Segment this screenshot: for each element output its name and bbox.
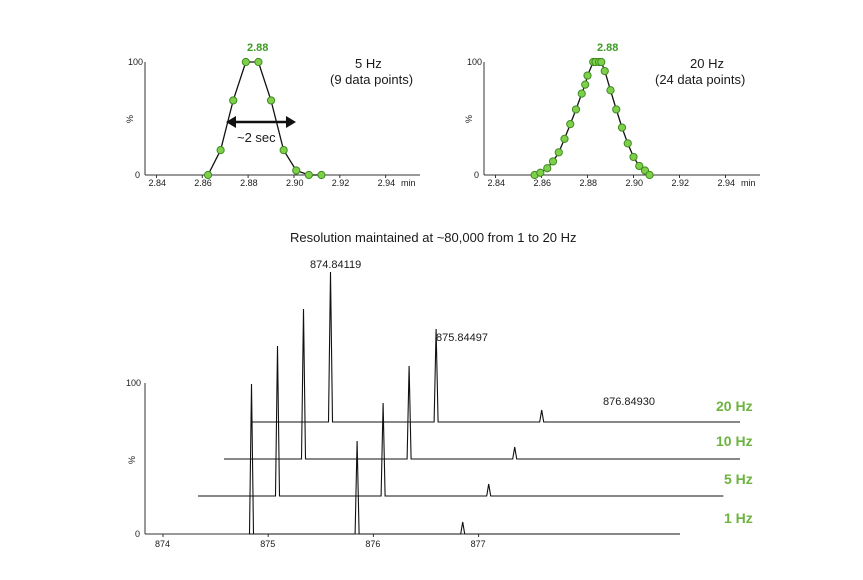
spectrum-trace-group xyxy=(198,271,740,535)
data-points-label: (24 data points) xyxy=(655,72,745,87)
x-tick-label: 2.94 xyxy=(718,178,736,188)
data-point xyxy=(635,161,644,171)
data-point xyxy=(203,170,213,180)
x-tick-group: 874 875 876 877 xyxy=(155,534,486,549)
mass-spectra-panel: Resolution maintained at ~80,000 from 1 … xyxy=(126,230,753,549)
x-tick-label: 2.94 xyxy=(378,178,396,188)
y-tick-label-100: 100 xyxy=(467,57,482,67)
data-point xyxy=(543,164,552,173)
y-tick-label-0: 0 xyxy=(135,170,140,180)
data-point xyxy=(266,96,276,105)
data-point xyxy=(577,89,586,98)
data-point xyxy=(606,86,615,95)
x-tick-group: 2.84 2.86 2.88 2.90 2.92 2.94 xyxy=(488,175,736,188)
x-tick-label: 2.92 xyxy=(332,178,350,188)
chromatogram-panel-5hz: 100 0 % 2.84 2.86 2.88 2.90 2.92 2.94 min 2.8… xyxy=(125,42,420,188)
data-point xyxy=(571,105,581,114)
data-point xyxy=(554,148,563,157)
x-tick-label: 2.86 xyxy=(194,178,212,188)
frequency-label: 5 Hz xyxy=(355,56,382,71)
x-tick-label: 2.92 xyxy=(672,178,690,188)
data-point xyxy=(317,170,326,180)
data-points-label: (9 data points) xyxy=(330,72,413,87)
x-tick-label: 875 xyxy=(260,539,275,549)
mz-label-1: 874.84119 xyxy=(310,259,361,271)
data-point xyxy=(229,96,238,105)
data-point xyxy=(304,170,313,180)
x-tick-label: 876 xyxy=(365,539,380,549)
series-label-5hz: 5 Hz xyxy=(724,471,753,487)
x-tick-label: 2.90 xyxy=(626,178,644,188)
x-tick-label: 2.86 xyxy=(534,178,552,188)
chromatogram-panel-20hz: 100 0 % 2.84 2.86 2.88 2.90 2.92 2.94 min 2.8… xyxy=(464,42,760,188)
x-tick-label: 2.84 xyxy=(148,178,166,188)
x-tick-label: 2.84 xyxy=(488,178,506,188)
x-tick-label: 2.90 xyxy=(286,178,304,188)
data-point-group xyxy=(530,57,654,180)
spectrum-trace xyxy=(224,308,740,460)
y-tick-label-100: 100 xyxy=(128,57,143,67)
y-axis-label: % xyxy=(464,115,474,123)
chart-title: Resolution maintained at ~80,000 from 1 … xyxy=(290,230,577,245)
data-point xyxy=(241,57,250,67)
x-tick-group: 2.84 2.86 2.88 2.90 2.92 2.94 xyxy=(148,175,395,188)
data-point xyxy=(292,166,301,175)
series-label-20hz: 20 Hz xyxy=(716,398,753,414)
y-tick-label-0: 0 xyxy=(474,170,479,180)
peak-width-label: ~2 sec xyxy=(237,130,276,145)
data-point xyxy=(597,57,606,67)
chromatogram-trace xyxy=(207,61,322,176)
data-point xyxy=(216,146,225,155)
x-unit-label: min xyxy=(401,178,416,188)
series-label-1hz: 1 Hz xyxy=(724,510,753,526)
data-point xyxy=(581,80,590,89)
data-point xyxy=(566,120,575,129)
peak-apex-label: 2.88 xyxy=(597,42,618,54)
x-tick-label: 877 xyxy=(471,539,486,549)
data-point xyxy=(612,105,621,114)
peak-apex-label: 2.88 xyxy=(247,42,268,54)
data-point xyxy=(583,71,592,80)
data-point xyxy=(623,139,632,148)
series-label-10hz: 10 Hz xyxy=(716,433,753,449)
data-point xyxy=(645,170,654,180)
x-unit-label: min xyxy=(741,178,756,188)
y-tick-label-0: 0 xyxy=(135,529,140,539)
x-tick-label: 2.88 xyxy=(580,178,598,188)
data-point xyxy=(548,157,558,166)
data-point xyxy=(617,123,627,132)
data-point xyxy=(629,152,638,162)
data-point-group xyxy=(203,57,326,180)
data-point xyxy=(560,134,569,143)
mz-label-3: 876.84930 xyxy=(603,396,655,408)
spectrum-trace xyxy=(248,383,680,535)
width-arrow xyxy=(226,116,296,128)
y-axis-label: % xyxy=(127,456,137,464)
y-tick-label-100: 100 xyxy=(126,378,141,388)
spectrum-trace xyxy=(198,345,724,497)
data-point xyxy=(279,146,288,155)
data-point xyxy=(254,57,263,67)
data-point xyxy=(536,168,545,177)
mz-label-2: 875.84497 xyxy=(436,332,488,344)
y-axis-label: % xyxy=(125,115,135,123)
frequency-label: 20 Hz xyxy=(690,56,724,71)
x-tick-label: 874 xyxy=(155,539,170,549)
spectrum-trace xyxy=(251,271,740,423)
x-tick-label: 2.88 xyxy=(240,178,258,188)
data-point xyxy=(600,66,609,76)
